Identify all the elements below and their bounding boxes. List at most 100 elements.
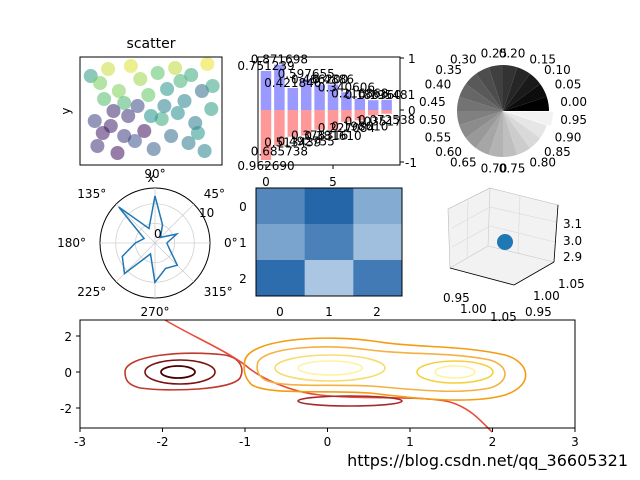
polar-angle-label: 225° — [77, 285, 106, 299]
bar-label-top: 0.188360 — [345, 88, 402, 102]
bar-label-top: 0.597655 — [278, 67, 335, 81]
scatter3d-ytick-label: 1.00 — [533, 289, 560, 303]
scatter-point — [93, 76, 108, 90]
pie-label: 0.15 — [529, 52, 556, 66]
bar-positive — [327, 84, 339, 110]
scatter-xlabel: x — [147, 171, 154, 185]
scatter3d-xtick-label: 1.05 — [490, 310, 517, 324]
polar-grid-spoke — [115, 242, 156, 283]
scatter-point — [150, 66, 165, 80]
pie-label: 0.70 — [481, 161, 508, 175]
bar-label-bottom: 0.492755 — [278, 135, 335, 149]
contour-frame — [79, 319, 576, 429]
polar-radial-label: 0 — [154, 227, 162, 241]
polar-angle-label: 180° — [57, 236, 86, 250]
scatter3d-ztick-label: 2.9 — [563, 250, 582, 264]
scatter3d-xtick-label: 1.00 — [460, 302, 487, 316]
scatter-point — [141, 88, 156, 102]
pie-label: 0.35 — [435, 63, 462, 77]
pie-label: 0.00 — [560, 95, 587, 109]
pie-slice — [503, 111, 518, 157]
pie-slice — [503, 73, 541, 111]
heatmap-cell — [256, 188, 306, 225]
scatter3d-panel: 0.95 1.00 1.05 0.95 1.00 1.05 2.9 3.0 3.… — [443, 187, 585, 324]
scatter-point — [121, 109, 136, 123]
heatmap-cell — [353, 188, 403, 225]
scatter-point — [170, 106, 185, 120]
heatmap-panel: 0 1 2 0 1 2 — [239, 187, 403, 319]
pie-label: 0.10 — [544, 63, 571, 77]
scatter3d-x-axis — [449, 267, 515, 286]
bar-xtick-label: 0 — [262, 175, 270, 189]
bar-positive — [300, 78, 312, 110]
pie-label: 0.05 — [555, 78, 582, 92]
scatter-point — [190, 126, 205, 140]
contour-xtick-label: -1 — [239, 435, 251, 449]
heatmap-xtick-label: 2 — [373, 305, 381, 319]
pie-slice — [459, 83, 503, 111]
scatter3d-ztick-label: 3.0 — [563, 234, 582, 248]
scatter-title: scatter — [127, 36, 176, 52]
contour-line — [274, 354, 386, 382]
contour-xtick-label: 0 — [324, 435, 332, 449]
scatter-point — [184, 68, 199, 82]
bar-negative — [354, 110, 366, 121]
bar-label-top: 0.751239 — [237, 59, 294, 73]
heatmap-cell — [256, 260, 306, 297]
scatter-point — [117, 96, 132, 110]
scatter-point — [197, 144, 212, 158]
polar-angle-label: 315° — [204, 285, 233, 299]
pie-label: 0.80 — [529, 156, 556, 170]
bar-label-bottom: 0.378316 — [291, 129, 348, 143]
pie-label: 0.40 — [425, 78, 452, 92]
bar-negative — [341, 110, 352, 122]
bar-negative — [314, 110, 325, 130]
pie-slice — [488, 111, 503, 157]
bar-label-bottom: 0.072538 — [358, 113, 415, 127]
bar-label-bottom: 0.381610 — [304, 129, 361, 143]
bar-label-top: 0.216868 — [331, 87, 388, 101]
pie-labels: 0.00 0.050.100.150.200.25 0.300.350.40 0.45… — [419, 47, 587, 176]
scatter-point — [127, 134, 142, 148]
pie-slice — [503, 96, 549, 111]
bar-label-bottom: 0.227084 — [318, 121, 375, 135]
bar-label-bottom: 0.685738 — [251, 145, 308, 159]
scatter-point — [110, 146, 125, 160]
scatter-point — [87, 114, 102, 128]
bar-positive — [260, 70, 272, 110]
contour-line — [256, 346, 506, 393]
contour-panel: -3 -2 -1 0 1 2 3 2 0 -2 — [60, 319, 579, 449]
bar-label-bottom: 0.103517 — [345, 114, 402, 128]
pie-slice — [503, 83, 547, 111]
heatmap-cell — [256, 224, 306, 261]
pie-slice — [503, 111, 547, 139]
heatmap-cell — [353, 260, 403, 297]
bar-rects — [260, 64, 392, 161]
scatter-points — [83, 57, 220, 160]
bar-ytick-label: 1 — [408, 52, 416, 66]
scatter3d-xtick-label: 0.95 — [443, 291, 470, 305]
bar-xtick-label: 5 — [329, 175, 337, 189]
bar-positive — [354, 98, 366, 110]
pie-label: 0.55 — [425, 130, 452, 144]
scatter-point — [101, 62, 116, 76]
pie-slice — [457, 96, 503, 111]
contour-xtick-label: -3 — [74, 435, 86, 449]
pie-slice — [503, 111, 531, 155]
scatter-point — [95, 126, 110, 140]
pie-label: 0.90 — [555, 130, 582, 144]
bar-negative — [367, 110, 379, 116]
pie-slice — [475, 67, 503, 111]
contour-line — [297, 360, 363, 376]
heatmap-cells — [256, 188, 403, 297]
contour-lines — [124, 319, 527, 433]
polar-angle-label: 0° — [224, 236, 238, 250]
contour-line — [297, 395, 403, 407]
contour-xticks: -3 -2 -1 0 1 2 3 — [74, 428, 579, 449]
contour-line — [160, 365, 196, 379]
polar-radial-label: 10 — [199, 206, 214, 220]
bar-negative — [274, 110, 285, 146]
scatter3d-gridlines — [451, 194, 557, 258]
